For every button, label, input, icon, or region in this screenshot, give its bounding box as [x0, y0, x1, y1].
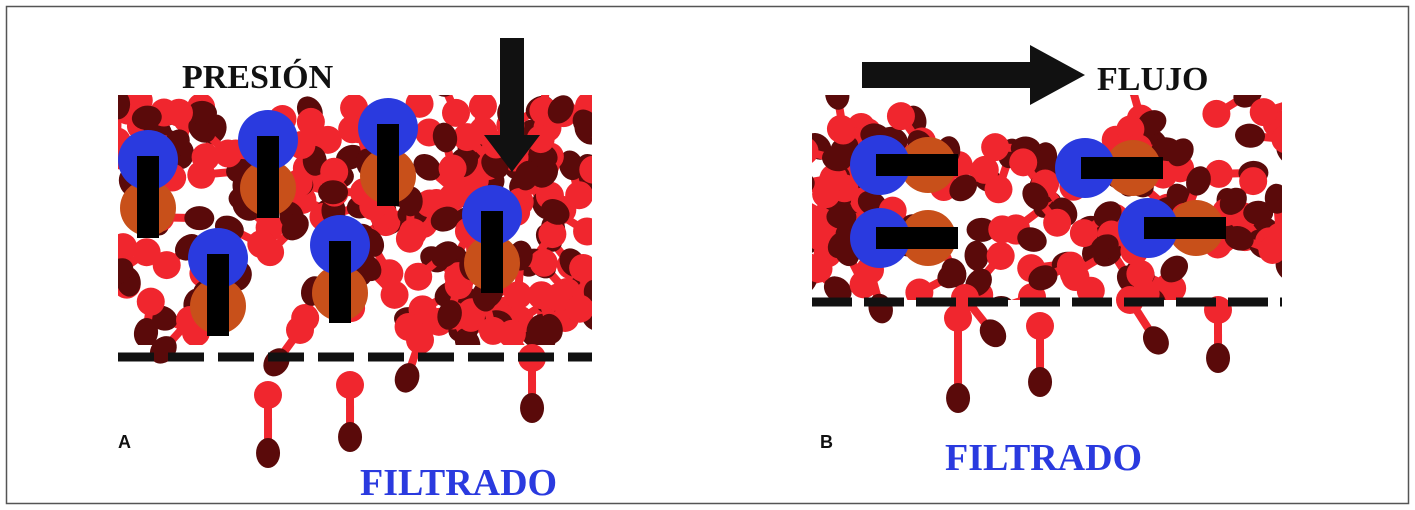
molecule-head — [396, 225, 424, 253]
molecule-head — [442, 99, 470, 127]
molecule-tail — [338, 422, 362, 452]
molecule-head — [469, 92, 497, 120]
molecule-tail — [256, 438, 280, 468]
particle-bar — [876, 227, 958, 249]
molecule-head — [381, 281, 409, 309]
molecule-head — [538, 220, 566, 248]
panel-label-b: B — [820, 432, 833, 452]
molecule-head — [981, 133, 1009, 161]
molecule-tail — [1206, 343, 1230, 373]
panel-label-a: A — [118, 432, 131, 452]
particle-bar — [481, 211, 503, 293]
molecule-head — [1009, 148, 1037, 176]
molecule-head — [336, 371, 364, 399]
molecule-head — [1026, 312, 1054, 340]
particle-bar — [329, 241, 351, 323]
molecule-head — [1250, 98, 1278, 126]
particle-bar — [377, 124, 399, 206]
molecule-head — [827, 115, 855, 143]
particle-bar — [876, 154, 958, 176]
molecule-tail — [1028, 367, 1052, 397]
filtrate-label-a: FILTRADO — [360, 462, 557, 504]
particle-bar — [257, 136, 279, 218]
molecule-head — [1043, 209, 1071, 237]
molecule-head — [479, 317, 507, 345]
particle-bar — [207, 254, 229, 336]
molecule-head — [406, 326, 434, 354]
molecule-tail — [318, 180, 348, 204]
particle-bar — [1144, 217, 1226, 239]
particle-bar — [1081, 157, 1163, 179]
molecule-head — [439, 154, 467, 182]
molecule-tail — [520, 393, 544, 423]
flow-label: FLUJO — [1097, 61, 1208, 98]
molecule-tail — [946, 383, 970, 413]
molecule-head — [286, 316, 314, 344]
molecule-head — [1202, 100, 1230, 128]
molecule-head — [985, 175, 1013, 203]
molecule-head — [404, 263, 432, 291]
molecule-head — [137, 288, 165, 316]
molecule-head — [214, 140, 242, 168]
molecule-head — [453, 123, 481, 151]
molecule-head — [530, 249, 558, 277]
molecule-head — [566, 295, 594, 323]
molecule-head — [254, 381, 282, 409]
particle-bar — [137, 156, 159, 238]
molecule-head — [165, 99, 193, 127]
molecule-head — [1060, 260, 1088, 288]
molecule-head — [988, 215, 1016, 243]
molecule-head — [256, 238, 284, 266]
molecule-head — [887, 102, 915, 130]
molecule-head — [133, 238, 161, 266]
molecule-head — [987, 242, 1015, 270]
figure: PRESIÓN FLUJO A B FILTRADO FILTRADO — [0, 0, 1415, 510]
pressure-label: PRESIÓN — [182, 58, 334, 96]
molecule-head — [565, 181, 593, 209]
molecule-head — [527, 281, 555, 309]
filtrate-label-b: FILTRADO — [945, 437, 1142, 479]
